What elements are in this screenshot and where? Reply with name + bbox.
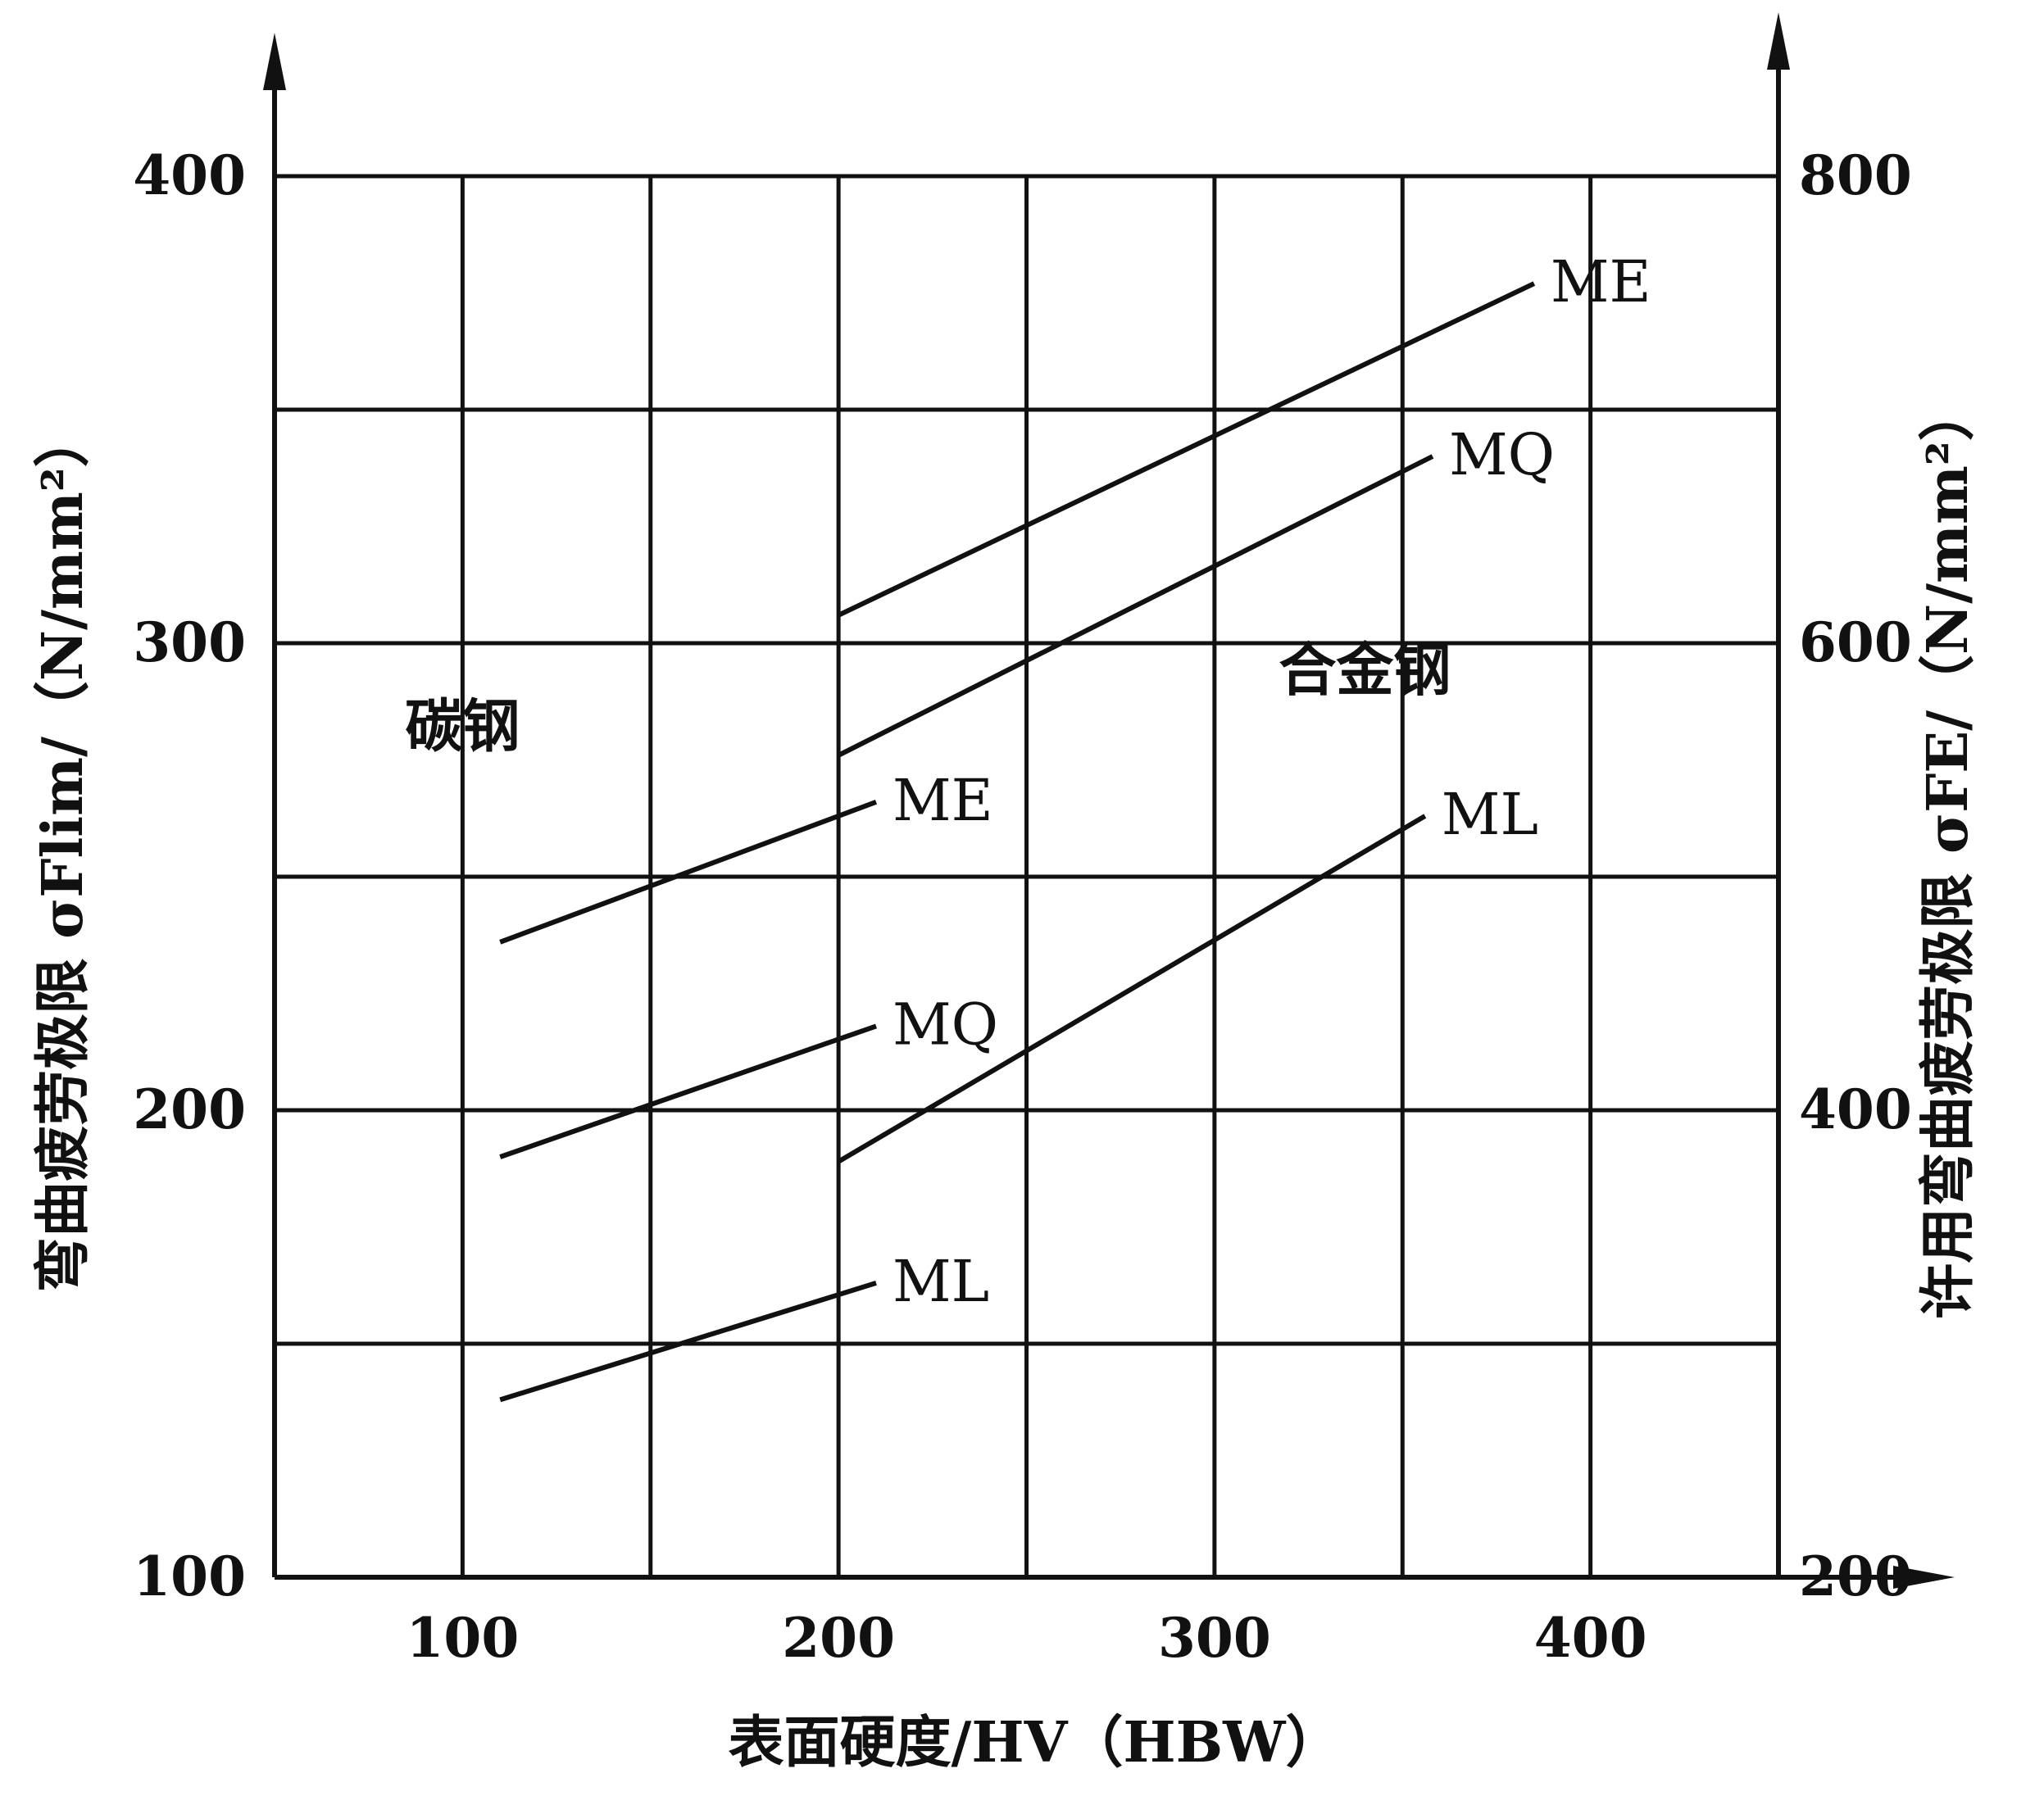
x-axis-title: 表面硬度/HV（HBW） xyxy=(729,1710,1342,1776)
series-label-me: ME xyxy=(1551,248,1651,315)
region-label: 碳钢 xyxy=(405,692,520,760)
y-axis-title: 弯曲疲劳极限 σFlim/（N/mm²） xyxy=(30,411,96,1292)
y2-tick-label: 600 xyxy=(1799,610,1912,674)
series-line-ml xyxy=(499,1281,877,1403)
y-tick-label: 100 xyxy=(133,1544,246,1608)
y-tick-label: 300 xyxy=(133,610,246,674)
series-line-mq xyxy=(837,454,1434,758)
series-line-me xyxy=(837,281,1536,618)
x-tick-label: 100 xyxy=(406,1606,519,1670)
labels: 100 200 300 400 100 200 300 400 200 400 600 800 ME MQ… xyxy=(30,143,1981,1776)
y-tick-label: 400 xyxy=(133,143,246,207)
x-tick-label: 200 xyxy=(782,1606,895,1670)
series-lines xyxy=(499,281,1536,1403)
y2-tick-label: 200 xyxy=(1799,1544,1912,1608)
x-axis-arrow xyxy=(1893,1566,1955,1589)
series-line-mq xyxy=(499,1023,877,1159)
series-label-mq: MQ xyxy=(893,991,998,1058)
axes xyxy=(263,12,1955,1589)
y-tick-label: 200 xyxy=(133,1077,246,1141)
series-label-mq: MQ xyxy=(1449,421,1555,488)
series-label-me: ME xyxy=(893,767,993,834)
y2-tick-label: 400 xyxy=(1799,1077,1912,1141)
series-line-ml xyxy=(837,814,1427,1164)
y2-tick-label: 800 xyxy=(1799,143,1912,207)
series-line-me xyxy=(499,799,878,945)
y2-axis-arrow xyxy=(1767,12,1790,70)
x-tick-label: 300 xyxy=(1158,1606,1271,1670)
region-label: 合金钢 xyxy=(1279,636,1451,704)
series-label-ml: ML xyxy=(893,1248,989,1315)
grid xyxy=(275,174,1778,1580)
x-tick-label: 400 xyxy=(1534,1606,1647,1670)
y2-axis-title: 许用弯曲疲劳极限 σFE/（N/mm²） xyxy=(1915,385,1981,1318)
series-label-ml: ML xyxy=(1442,781,1538,848)
y-axis-arrow xyxy=(263,33,286,90)
